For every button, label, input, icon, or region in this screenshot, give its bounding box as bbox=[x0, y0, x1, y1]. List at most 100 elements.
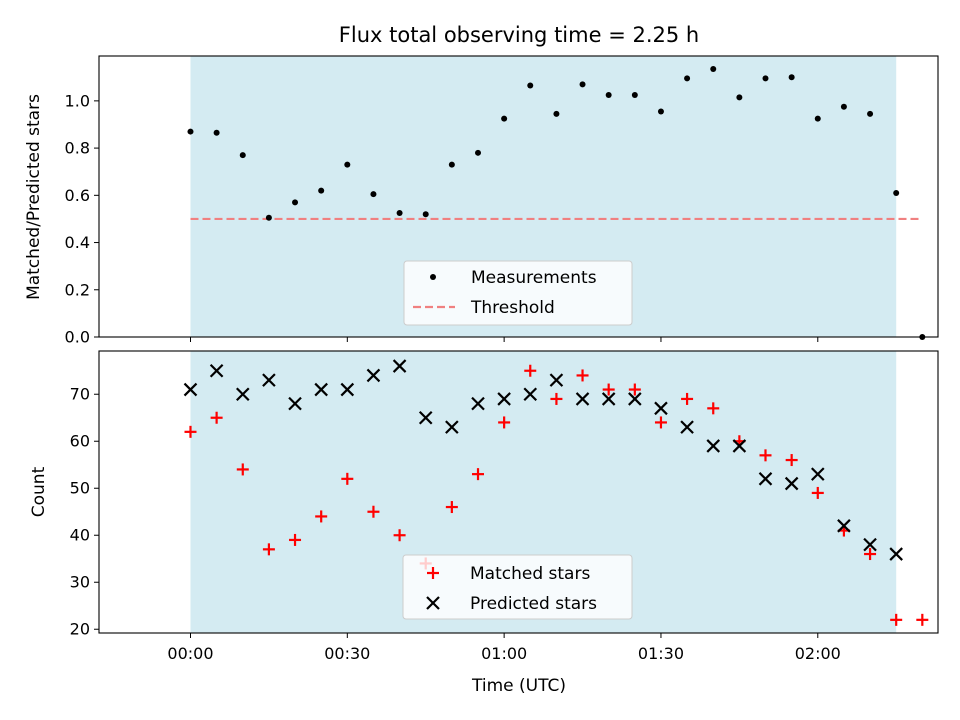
y-tick-label: 40 bbox=[70, 526, 90, 545]
legend-marker-matched bbox=[427, 567, 439, 579]
predicted-star-point bbox=[235, 387, 250, 402]
matched-star-point bbox=[916, 613, 929, 626]
top-axes-frame bbox=[98, 55, 939, 338]
legend-label-predicted: Predicted stars bbox=[470, 594, 597, 614]
matched-star-point bbox=[341, 472, 354, 485]
y-tick-label: 0.8 bbox=[65, 139, 90, 158]
y-tick-label: 50 bbox=[70, 479, 90, 498]
matched-star-point bbox=[576, 369, 589, 382]
predicted-star-point bbox=[340, 382, 355, 397]
matched-star-point bbox=[393, 529, 406, 542]
predicted-star-point bbox=[732, 439, 747, 453]
x-axis-label: Time (UTC) bbox=[471, 676, 566, 696]
predicted-star-point bbox=[811, 467, 825, 481]
legend-box bbox=[402, 554, 633, 620]
predicted-stars-points bbox=[183, 359, 903, 561]
bottom-x-ticks: 00:00 00:30 01:00 01:30 02:00 bbox=[167, 633, 841, 663]
matched-star-point bbox=[654, 416, 667, 429]
matched-star-point bbox=[681, 392, 694, 405]
matched-star-point bbox=[472, 468, 485, 481]
measurement-point bbox=[422, 211, 429, 218]
bottom-panel: Matched stars Predicted stars 20 30 40 50 60 7… bbox=[29, 350, 939, 696]
matched-stars-points bbox=[184, 364, 929, 626]
measurement-point bbox=[579, 81, 586, 88]
matched-star-point bbox=[367, 505, 380, 518]
measurement-point bbox=[814, 115, 821, 122]
x-tick-label: 02:00 bbox=[795, 644, 841, 663]
predicted-star-point bbox=[418, 410, 433, 425]
bottom-y-axis-label: Count bbox=[29, 466, 49, 517]
matched-star-point bbox=[262, 543, 275, 556]
y-tick-label: 30 bbox=[70, 573, 90, 592]
measurement-point bbox=[840, 103, 847, 110]
predicted-star-point bbox=[601, 392, 616, 406]
predicted-star-point bbox=[262, 373, 276, 387]
predicted-star-point bbox=[314, 382, 328, 397]
matched-star-point bbox=[759, 449, 772, 462]
predicted-star-point bbox=[445, 420, 459, 434]
legend-box bbox=[403, 260, 633, 326]
x-tick-label: 00:30 bbox=[324, 644, 370, 663]
predicted-star-point bbox=[183, 382, 198, 397]
matched-star-point bbox=[811, 486, 824, 499]
predicted-star-point bbox=[758, 472, 773, 486]
predicted-star-point bbox=[549, 373, 564, 387]
measurement-point bbox=[448, 161, 455, 168]
x-tick-label: 00:00 bbox=[167, 644, 213, 663]
matched-star-point bbox=[289, 533, 302, 546]
legend-label-threshold: Threshold bbox=[470, 298, 555, 318]
predicted-star-point bbox=[706, 439, 721, 453]
predicted-star-point bbox=[680, 420, 694, 434]
predicted-star-point bbox=[889, 547, 903, 561]
measurement-point bbox=[867, 110, 874, 117]
matched-star-point bbox=[498, 416, 511, 429]
x-tick-label: 01:30 bbox=[638, 644, 684, 663]
predicted-star-point bbox=[863, 537, 877, 552]
measurement-point bbox=[370, 191, 377, 198]
matched-star-point bbox=[550, 392, 563, 405]
legend-marker-measurements bbox=[430, 274, 436, 280]
measurement-point bbox=[501, 115, 508, 122]
measurement-point bbox=[893, 189, 900, 196]
matched-star-point bbox=[210, 411, 223, 424]
y-tick-label: 60 bbox=[70, 432, 90, 451]
bottom-axes-frame bbox=[98, 350, 939, 634]
measurement-points bbox=[187, 65, 926, 340]
predicted-star-point bbox=[471, 396, 485, 411]
measurement-point bbox=[265, 214, 272, 221]
measurement-point bbox=[527, 82, 534, 89]
y-tick-label: 0.6 bbox=[65, 186, 90, 205]
measurement-point bbox=[318, 187, 325, 194]
measurement-point bbox=[762, 75, 769, 82]
y-tick-label: 20 bbox=[70, 620, 90, 639]
top-y-ticks: 0.0 0.2 0.4 0.6 0.8 1.0 bbox=[65, 91, 99, 347]
matched-star-point bbox=[602, 383, 615, 396]
measurement-point bbox=[684, 75, 691, 82]
measurement-point bbox=[344, 161, 351, 168]
legend-label-measurements: Measurements bbox=[471, 268, 597, 288]
matched-star-point bbox=[785, 454, 798, 467]
bottom-legend: Matched stars Predicted stars bbox=[402, 554, 633, 620]
measurement-point bbox=[736, 94, 743, 101]
predicted-star-point bbox=[366, 368, 381, 383]
predicted-star-point bbox=[575, 392, 590, 406]
y-tick-label: 1.0 bbox=[65, 91, 90, 110]
measurement-point bbox=[553, 110, 560, 117]
matched-star-point bbox=[864, 548, 877, 561]
measurement-point bbox=[213, 129, 220, 136]
matched-star-point bbox=[890, 613, 903, 626]
measurement-point bbox=[239, 152, 246, 159]
matched-star-point bbox=[628, 383, 641, 396]
matched-star-point bbox=[524, 364, 537, 377]
legend-label-matched: Matched stars bbox=[470, 564, 590, 584]
matched-star-point bbox=[445, 501, 458, 514]
chart-title: Flux total observing time = 2.25 h bbox=[339, 23, 699, 47]
y-tick-label: 70 bbox=[70, 385, 90, 404]
y-tick-label: 0.4 bbox=[65, 233, 90, 252]
top-x-ticks bbox=[189, 337, 819, 342]
predicted-star-point bbox=[497, 392, 511, 406]
measurement-point bbox=[292, 199, 299, 206]
bottom-y-ticks: 20 30 40 50 60 70 bbox=[70, 385, 99, 639]
predicted-star-point bbox=[654, 401, 668, 416]
